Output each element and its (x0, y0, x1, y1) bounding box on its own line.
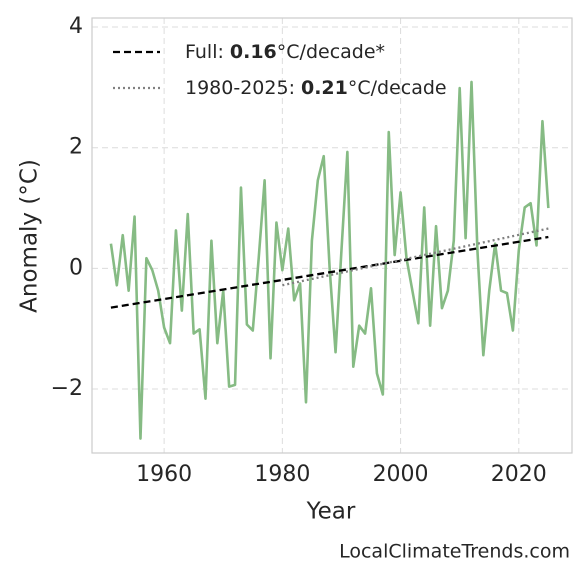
legend-name: Full: (185, 41, 224, 63)
x-tick-label: 2020 (491, 462, 547, 487)
x-tick-label: 1980 (254, 462, 310, 487)
series-line (110, 235, 549, 309)
y-tick-label: −2 (51, 376, 83, 401)
legend-entry: Full: 0.16°C/decade* (185, 41, 385, 63)
legend-name: 1980-2025: (185, 77, 295, 99)
x-tick-label: 2000 (373, 462, 429, 487)
legend-slope: 0.16 (230, 41, 277, 63)
series-line (109, 80, 550, 440)
plot-frame (91, 17, 573, 454)
legend-slope: 0.21 (301, 77, 348, 99)
x-tick-label: 1960 (136, 462, 192, 487)
legend-unit: °C/decade* (277, 41, 385, 63)
y-tick-label: 0 (69, 255, 83, 280)
series-line (282, 227, 549, 287)
legend-entry: 1980-2025: 0.21°C/decade (185, 77, 447, 99)
legend-unit: °C/decade (348, 77, 447, 99)
y-axis-label: Anomaly (°C) (17, 159, 43, 313)
watermark: LocalClimateTrends.com (339, 541, 570, 563)
y-tick-label: 2 (69, 135, 83, 160)
x-axis-label: Year (306, 499, 356, 525)
y-tick-label: 4 (69, 14, 83, 39)
